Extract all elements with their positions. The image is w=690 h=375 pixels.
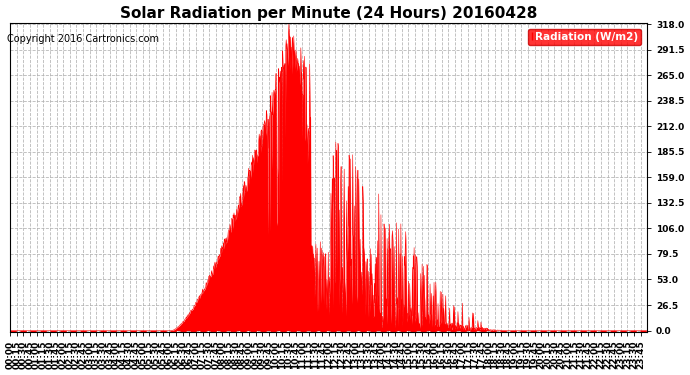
Legend: Radiation (W/m2): Radiation (W/m2) [529, 28, 642, 45]
Title: Solar Radiation per Minute (24 Hours) 20160428: Solar Radiation per Minute (24 Hours) 20… [120, 6, 538, 21]
Text: Copyright 2016 Cartronics.com: Copyright 2016 Cartronics.com [7, 34, 159, 44]
